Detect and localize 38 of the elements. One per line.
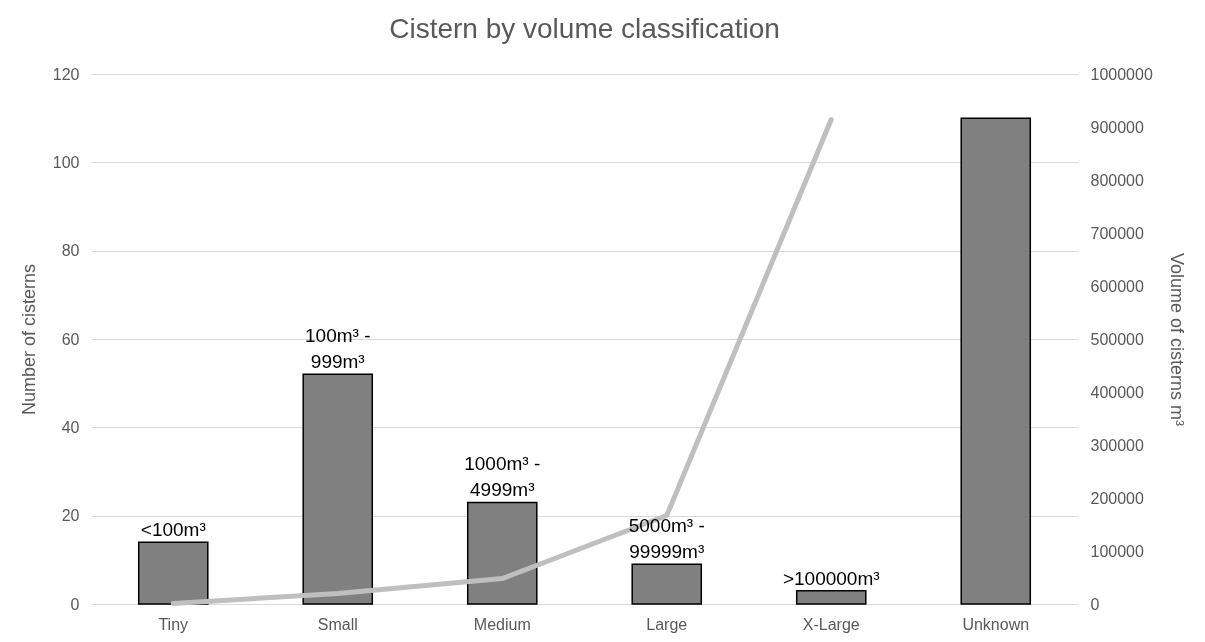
y-tick-label: 40 [61,418,80,436]
x-tick-label: Tiny [158,615,189,633]
y2-tick-label: 400000 [1090,383,1144,401]
y2-tick-label: 500000 [1090,330,1144,348]
annotation: 100m³ - 999m³ [305,325,371,373]
bar [960,117,1032,605]
y2-tick-label: 0 [1090,595,1100,613]
bar [795,590,867,605]
y-tick-label: 80 [61,242,80,260]
y-tick-label: 0 [70,595,80,613]
annotation: 5000m³ - 99999m³ [628,515,705,563]
y-tick-label: 120 [52,65,80,83]
bar [631,563,703,605]
y2-tick-label: 700000 [1090,224,1144,242]
y-tick-label: 60 [61,330,80,348]
x-tick-label: Large [646,615,688,633]
y2-axis-title: Volume of cisterns m³ [1166,252,1187,427]
bar [302,373,374,605]
y2-tick-label: 100000 [1090,542,1144,560]
y-axis-title: Number of cisterns [18,263,39,416]
bar [466,501,538,605]
annotation: <100m³ [140,519,206,541]
annotation: >100000m³ [782,567,880,589]
y-tick-label: 100 [52,153,80,171]
annotation: 1000m³ - 4999m³ [464,453,541,501]
y2-tick-label: 1000000 [1090,65,1153,83]
x-tick-label: Small [317,615,358,633]
x-tick-label: Unknown [962,615,1030,633]
y2-tick-label: 300000 [1090,436,1144,454]
bar [137,541,209,605]
x-tick-label: X-Large [802,615,860,633]
y2-tick-label: 200000 [1090,489,1144,507]
chart-title: Cistern by volume classification [389,13,780,44]
y-tick-label: 20 [61,507,80,525]
y2-tick-label: 800000 [1090,171,1144,189]
x-tick-label: Medium [473,615,531,633]
y2-tick-label: 900000 [1090,118,1144,136]
y2-tick-label: 600000 [1090,277,1144,295]
